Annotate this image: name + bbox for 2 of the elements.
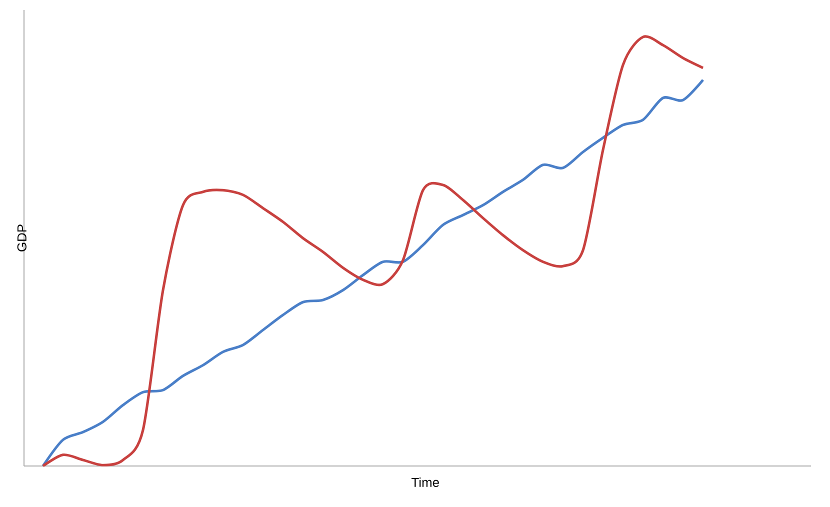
y-axis-title: GDP bbox=[17, 224, 26, 252]
x-axis-title: Time bbox=[412, 478, 439, 488]
